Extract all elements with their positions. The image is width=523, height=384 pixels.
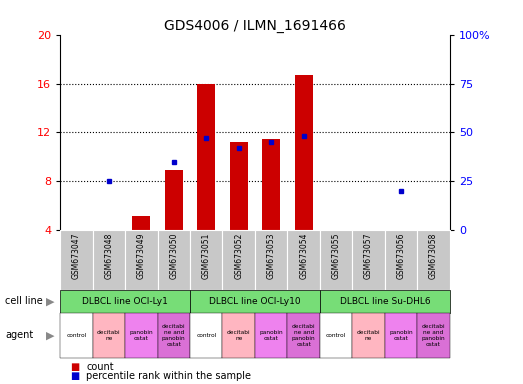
Bar — [320, 230, 353, 290]
Text: GSM673056: GSM673056 — [396, 232, 405, 279]
Text: ■: ■ — [71, 362, 80, 372]
Bar — [165, 170, 183, 230]
Text: decitabi
ne and
panobin
ostat: decitabi ne and panobin ostat — [292, 324, 315, 347]
Bar — [93, 313, 125, 358]
Bar — [353, 313, 385, 358]
Bar — [222, 313, 255, 358]
Bar — [197, 84, 215, 230]
Bar — [93, 230, 125, 290]
Text: GSM673054: GSM673054 — [299, 232, 308, 279]
Text: GSM673050: GSM673050 — [169, 232, 178, 279]
Bar — [255, 313, 288, 358]
Text: control: control — [66, 333, 86, 338]
Bar — [288, 230, 320, 290]
Bar — [190, 230, 222, 290]
Text: decitabi
ne and
panobin
ostat: decitabi ne and panobin ostat — [162, 324, 186, 347]
Text: percentile rank within the sample: percentile rank within the sample — [86, 371, 251, 381]
Bar — [132, 216, 150, 230]
Text: cell line: cell line — [5, 296, 43, 306]
Text: GSM673049: GSM673049 — [137, 232, 146, 279]
Text: ■: ■ — [71, 371, 80, 381]
Text: GSM673047: GSM673047 — [72, 232, 81, 279]
Text: decitabi
ne: decitabi ne — [357, 330, 380, 341]
Bar — [262, 139, 280, 230]
Text: panobin
ostat: panobin ostat — [130, 330, 153, 341]
Text: GDS4006 / ILMN_1691466: GDS4006 / ILMN_1691466 — [164, 19, 346, 33]
Text: ▶: ▶ — [47, 330, 55, 341]
Text: ▶: ▶ — [47, 296, 55, 306]
Text: decitabi
ne: decitabi ne — [97, 330, 121, 341]
Bar — [125, 230, 157, 290]
Text: count: count — [86, 362, 114, 372]
Text: panobin
ostat: panobin ostat — [259, 330, 283, 341]
Bar — [60, 313, 93, 358]
Bar — [288, 313, 320, 358]
Bar — [60, 290, 190, 313]
Bar — [255, 230, 288, 290]
Text: panobin
ostat: panobin ostat — [389, 330, 413, 341]
Text: GSM673053: GSM673053 — [267, 232, 276, 279]
Text: DLBCL line OCI-Ly10: DLBCL line OCI-Ly10 — [209, 297, 301, 306]
Text: GSM673055: GSM673055 — [332, 232, 340, 279]
Bar — [125, 313, 157, 358]
Bar — [60, 230, 93, 290]
Bar — [295, 75, 313, 230]
Text: GSM673052: GSM673052 — [234, 232, 243, 278]
Bar — [385, 313, 417, 358]
Text: GSM673057: GSM673057 — [364, 232, 373, 279]
Bar — [417, 313, 450, 358]
Text: decitabi
ne: decitabi ne — [227, 330, 251, 341]
Bar — [157, 230, 190, 290]
Bar — [385, 230, 417, 290]
Text: DLBCL line Su-DHL6: DLBCL line Su-DHL6 — [339, 297, 430, 306]
Bar — [222, 230, 255, 290]
Bar — [353, 230, 385, 290]
Bar — [320, 290, 450, 313]
Text: GSM673051: GSM673051 — [202, 232, 211, 278]
Text: decitabi
ne and
panobin
ostat: decitabi ne and panobin ostat — [422, 324, 446, 347]
Bar — [417, 230, 450, 290]
Text: control: control — [326, 333, 346, 338]
Text: control: control — [196, 333, 217, 338]
Text: agent: agent — [5, 330, 33, 341]
Text: GSM673058: GSM673058 — [429, 232, 438, 278]
Text: DLBCL line OCI-Ly1: DLBCL line OCI-Ly1 — [82, 297, 168, 306]
Bar — [190, 313, 222, 358]
Bar — [190, 290, 320, 313]
Bar — [320, 313, 353, 358]
Text: GSM673048: GSM673048 — [105, 232, 113, 278]
Bar — [157, 313, 190, 358]
Bar — [230, 142, 248, 230]
